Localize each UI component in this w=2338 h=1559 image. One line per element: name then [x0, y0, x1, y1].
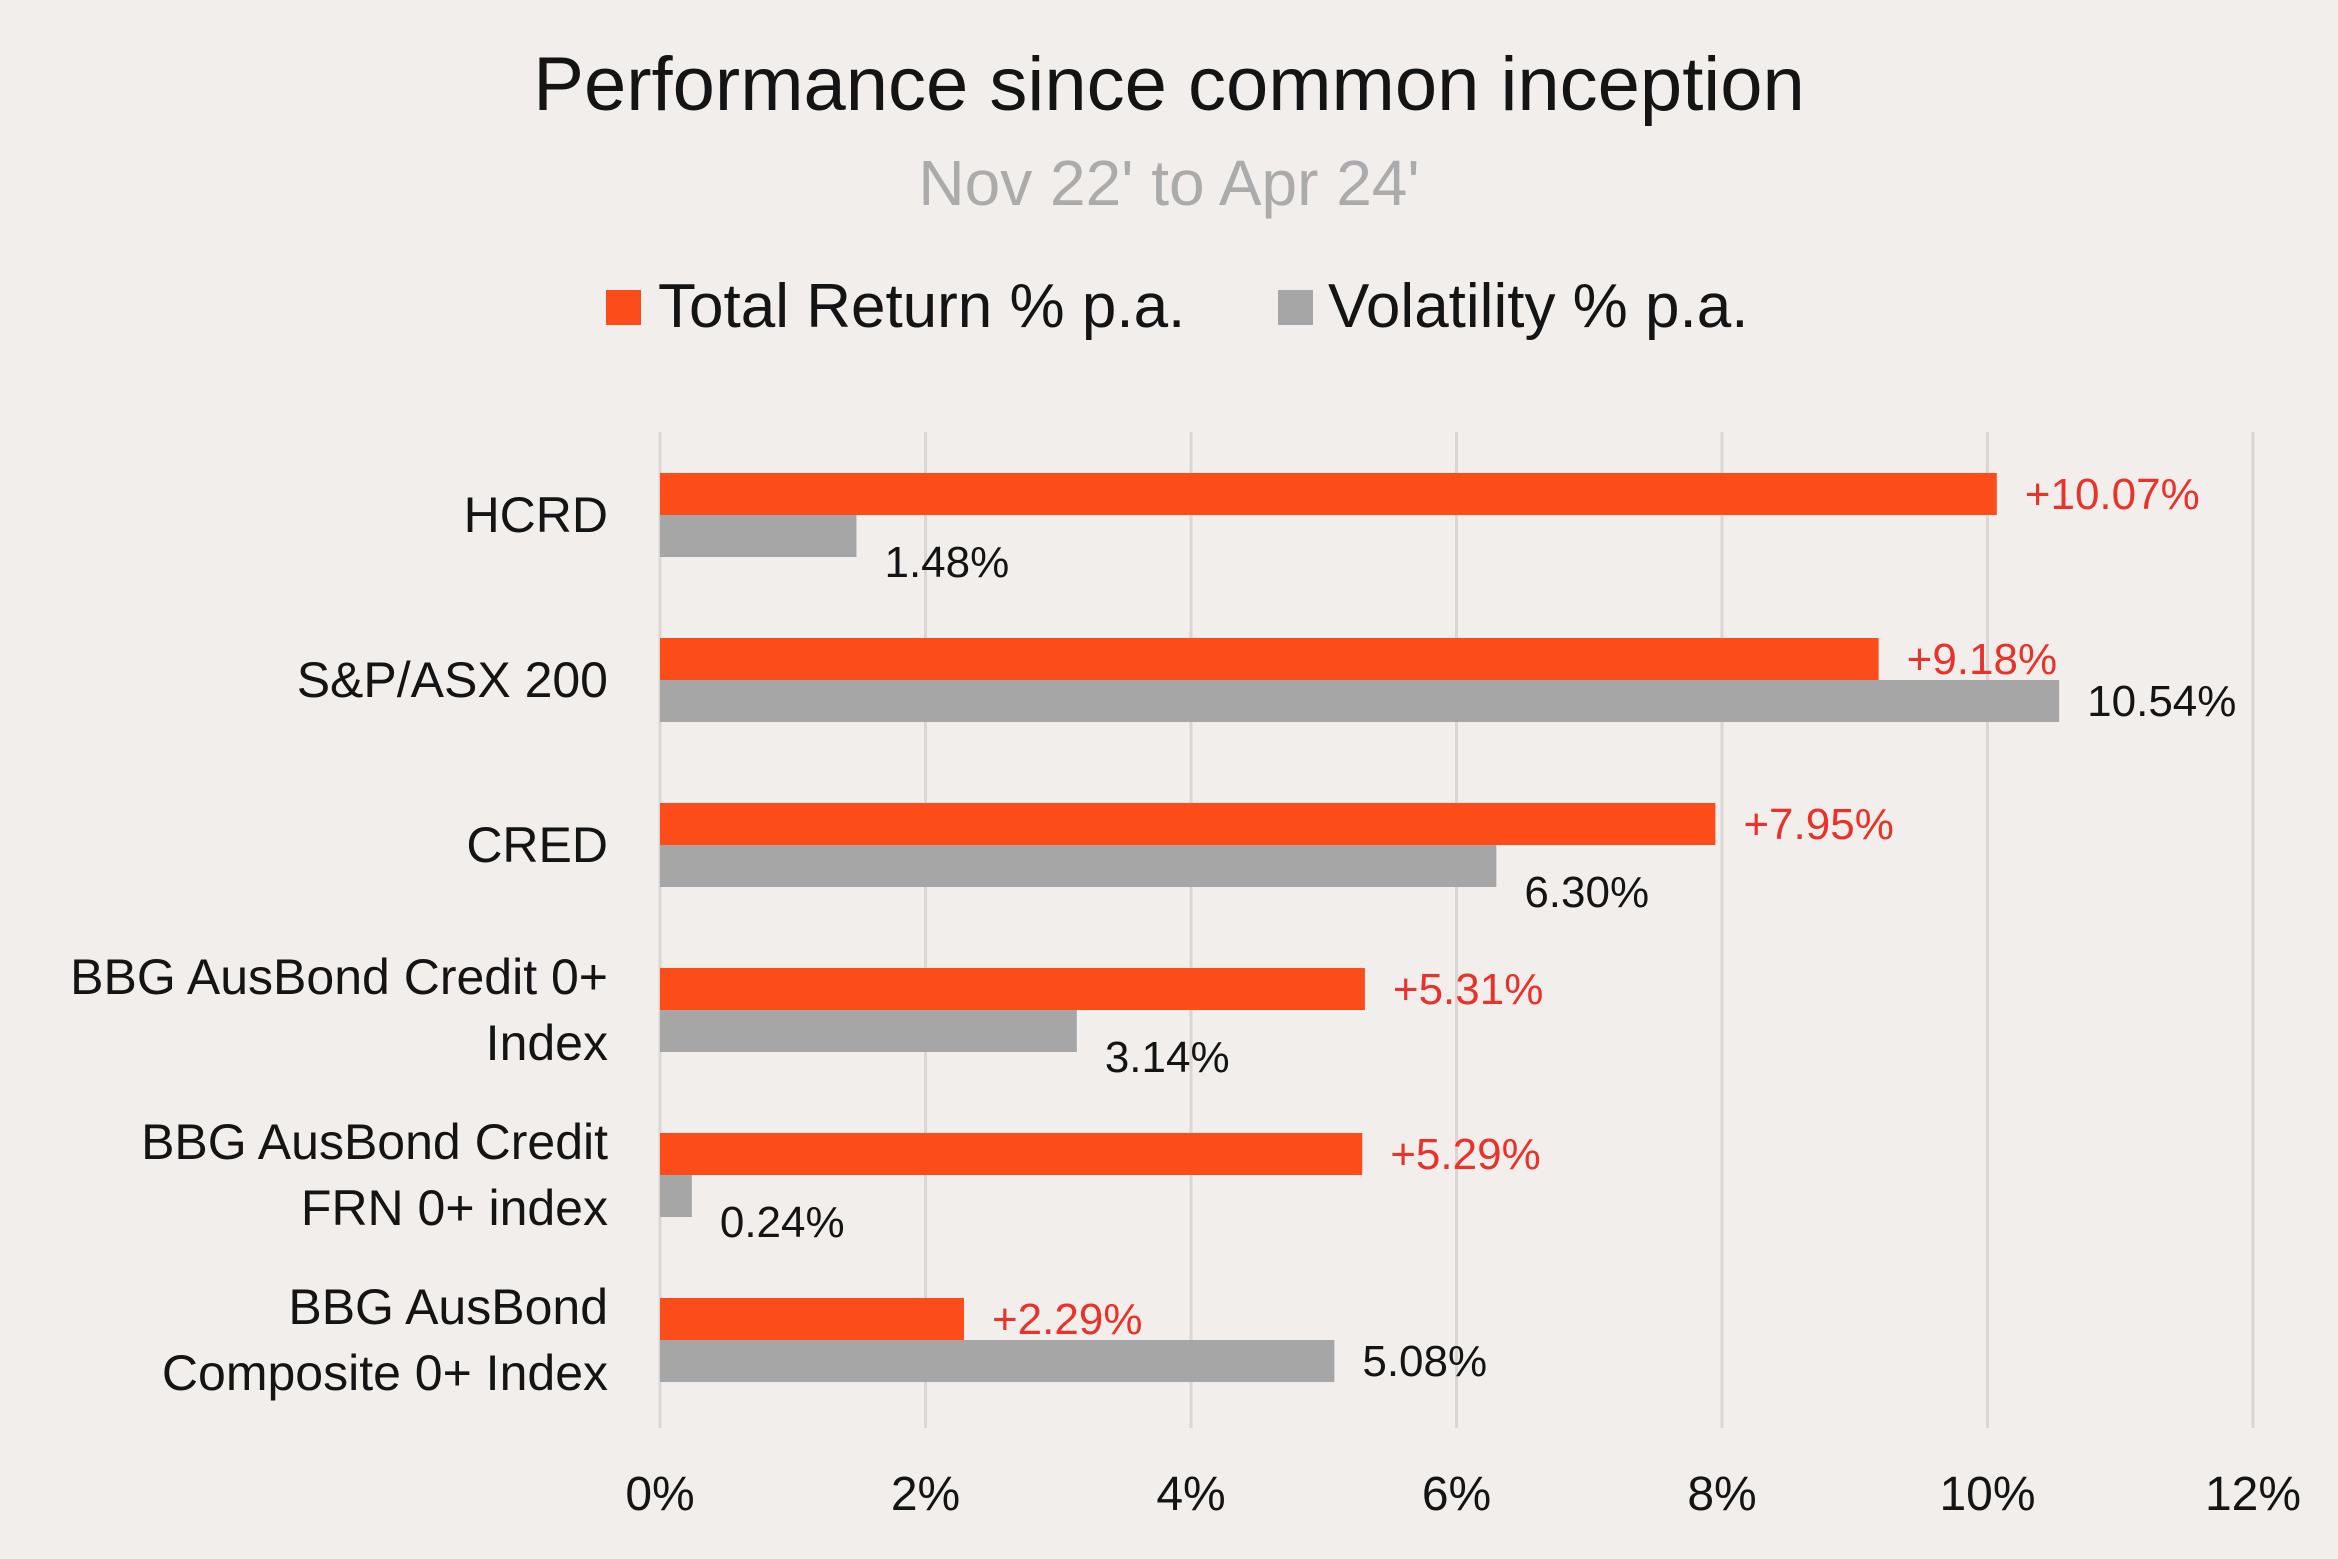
bar-volatility-3 — [660, 845, 1497, 887]
category-label-6-line-2: Composite 0+ Index — [162, 1345, 608, 1401]
legend-label-2: Volatility % p.a. — [1328, 272, 1748, 341]
category-label-1: HCRD — [464, 487, 608, 543]
data-label-volatility-5: 0.24% — [720, 1198, 845, 1247]
bar-return-1 — [660, 473, 1997, 515]
data-label-volatility-1: 1.48% — [884, 538, 1009, 587]
bars — [660, 473, 2060, 1382]
bar-return-3 — [660, 803, 1716, 845]
chart-subtitle: Nov 22' to Apr 24' — [918, 147, 1419, 219]
x-tick-label-12: 12% — [2205, 1468, 2301, 1521]
x-tick-label-2: 2% — [891, 1468, 960, 1521]
data-label-return-2: +9.18% — [1907, 635, 2057, 684]
data-label-volatility-4: 3.14% — [1105, 1033, 1230, 1082]
bar-return-4 — [660, 968, 1365, 1010]
data-label-return-6: +2.29% — [992, 1295, 1142, 1344]
legend-swatch-2 — [1278, 290, 1313, 325]
category-label-3: CRED — [466, 817, 608, 873]
data-labels: +10.07% 1.48% +9.18% 10.54% +7.95% 6.30% +5.31… — [720, 470, 2237, 1386]
x-tick-label-4: 4% — [1156, 1468, 1225, 1521]
data-label-return-4: +5.31% — [1393, 965, 1543, 1014]
bar-volatility-2 — [660, 680, 2060, 722]
bar-volatility-1 — [660, 515, 857, 557]
x-tick-label-6: 6% — [1422, 1468, 1491, 1521]
legend-label-1: Total Return % p.a. — [658, 272, 1185, 341]
category-label-2: S&P/ASX 200 — [297, 652, 608, 708]
data-label-volatility-6: 5.08% — [1362, 1337, 1487, 1386]
x-axis-ticks: 0% 2% 4% 6% 8% 10% 12% — [625, 1468, 2301, 1521]
data-label-volatility-2: 10.54% — [2087, 677, 2236, 726]
category-label-4-line-2: Index — [486, 1015, 608, 1071]
x-tick-label-10: 10% — [1939, 1468, 2035, 1521]
data-label-volatility-3: 6.30% — [1524, 868, 1649, 917]
bar-volatility-6 — [660, 1340, 1335, 1382]
category-label-5-line-1: BBG AusBond Credit — [141, 1114, 608, 1170]
bar-volatility-4 — [660, 1010, 1077, 1052]
category-label-5-line-2: FRN 0+ index — [301, 1180, 608, 1236]
bar-return-6 — [660, 1298, 964, 1340]
data-label-return-5: +5.29% — [1390, 1130, 1540, 1179]
category-labels: HCRD S&P/ASX 200 CRED BBG AusBond Credit 0+… — [70, 487, 608, 1401]
legend-swatch-1 — [606, 290, 641, 325]
x-tick-label-8: 8% — [1687, 1468, 1756, 1521]
category-label-6-line-1: BBG AusBond — [288, 1279, 608, 1335]
x-tick-label-0: 0% — [625, 1468, 694, 1521]
bar-return-2 — [660, 638, 1879, 680]
data-label-return-3: +7.95% — [1743, 800, 1893, 849]
gridlines — [658, 432, 2255, 1428]
category-label-4-line-1: BBG AusBond Credit 0+ — [70, 949, 608, 1005]
bar-volatility-5 — [660, 1175, 692, 1217]
bar-return-5 — [660, 1133, 1363, 1175]
chart-title: Performance since common inception — [533, 42, 1804, 127]
chart-legend: Total Return % p.a. Volatility % p.a. — [606, 272, 1748, 341]
data-label-return-1: +10.07% — [2025, 470, 2200, 519]
